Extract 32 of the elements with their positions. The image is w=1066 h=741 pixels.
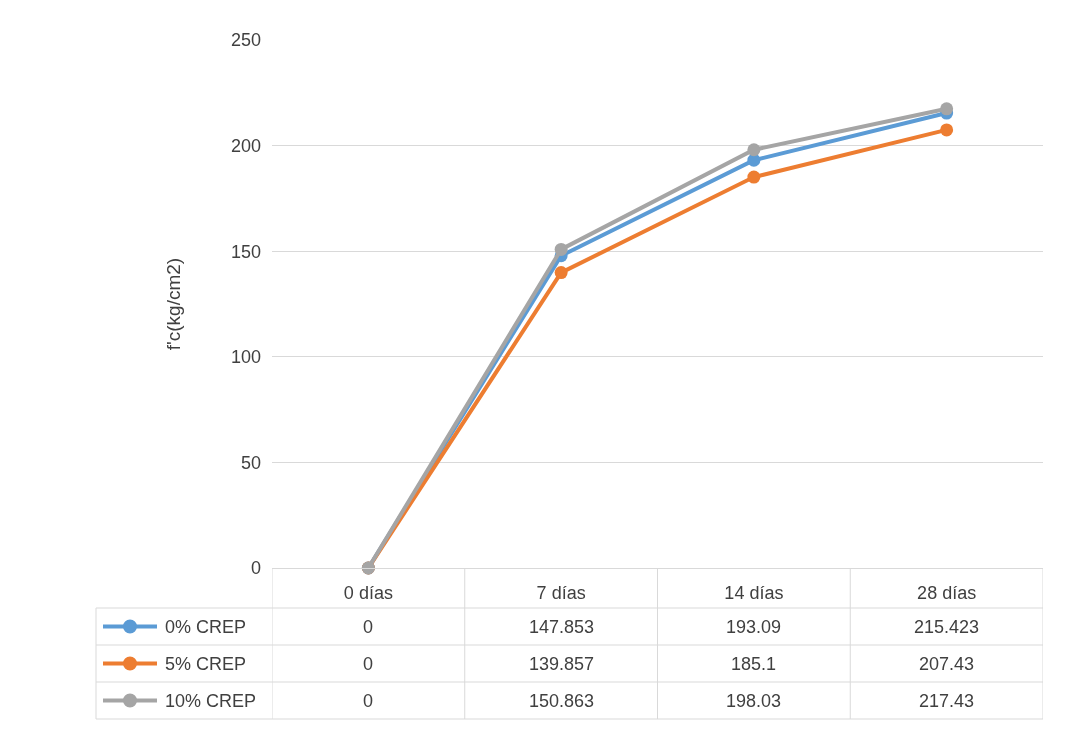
y-tick-label: 100 <box>230 347 261 368</box>
data-label: 147.853 <box>529 617 595 637</box>
data-label: 139.857 <box>529 654 595 674</box>
data-label: 217.43 <box>919 691 975 711</box>
x-tick-label: 0 días <box>343 582 393 603</box>
point <box>940 102 954 116</box>
y-tick-label: 250 <box>230 30 261 51</box>
x-tick-label: 14 días <box>724 582 784 603</box>
point <box>554 242 568 256</box>
data-label: 0 <box>363 617 374 637</box>
y-tick-label: 50 <box>240 452 261 473</box>
point <box>554 266 568 280</box>
data-label: 207.43 <box>919 654 975 674</box>
data-label: 0 <box>363 654 374 674</box>
y-tick-label: 150 <box>230 241 261 262</box>
data-label: 185.1 <box>731 654 777 674</box>
legend-label: 0% CREP <box>165 617 247 637</box>
y-tick-label: 0 <box>250 558 261 579</box>
point <box>940 123 954 137</box>
data-label: 215.423 <box>914 617 980 637</box>
y-axis-title: f'c(kg/cm2) <box>162 257 184 351</box>
x-tick-label: 28 días <box>917 582 977 603</box>
data-label: 193.09 <box>726 617 782 637</box>
data-label: 150.863 <box>529 691 595 711</box>
legend-label: 5% CREP <box>165 654 247 674</box>
data-label: 198.03 <box>726 691 782 711</box>
point <box>747 170 761 184</box>
data-label: 0 <box>363 691 374 711</box>
point <box>747 143 761 157</box>
x-tick-label: 7 días <box>536 582 586 603</box>
legend-label: 10% CREP <box>165 691 257 711</box>
y-tick-label: 200 <box>230 135 261 156</box>
